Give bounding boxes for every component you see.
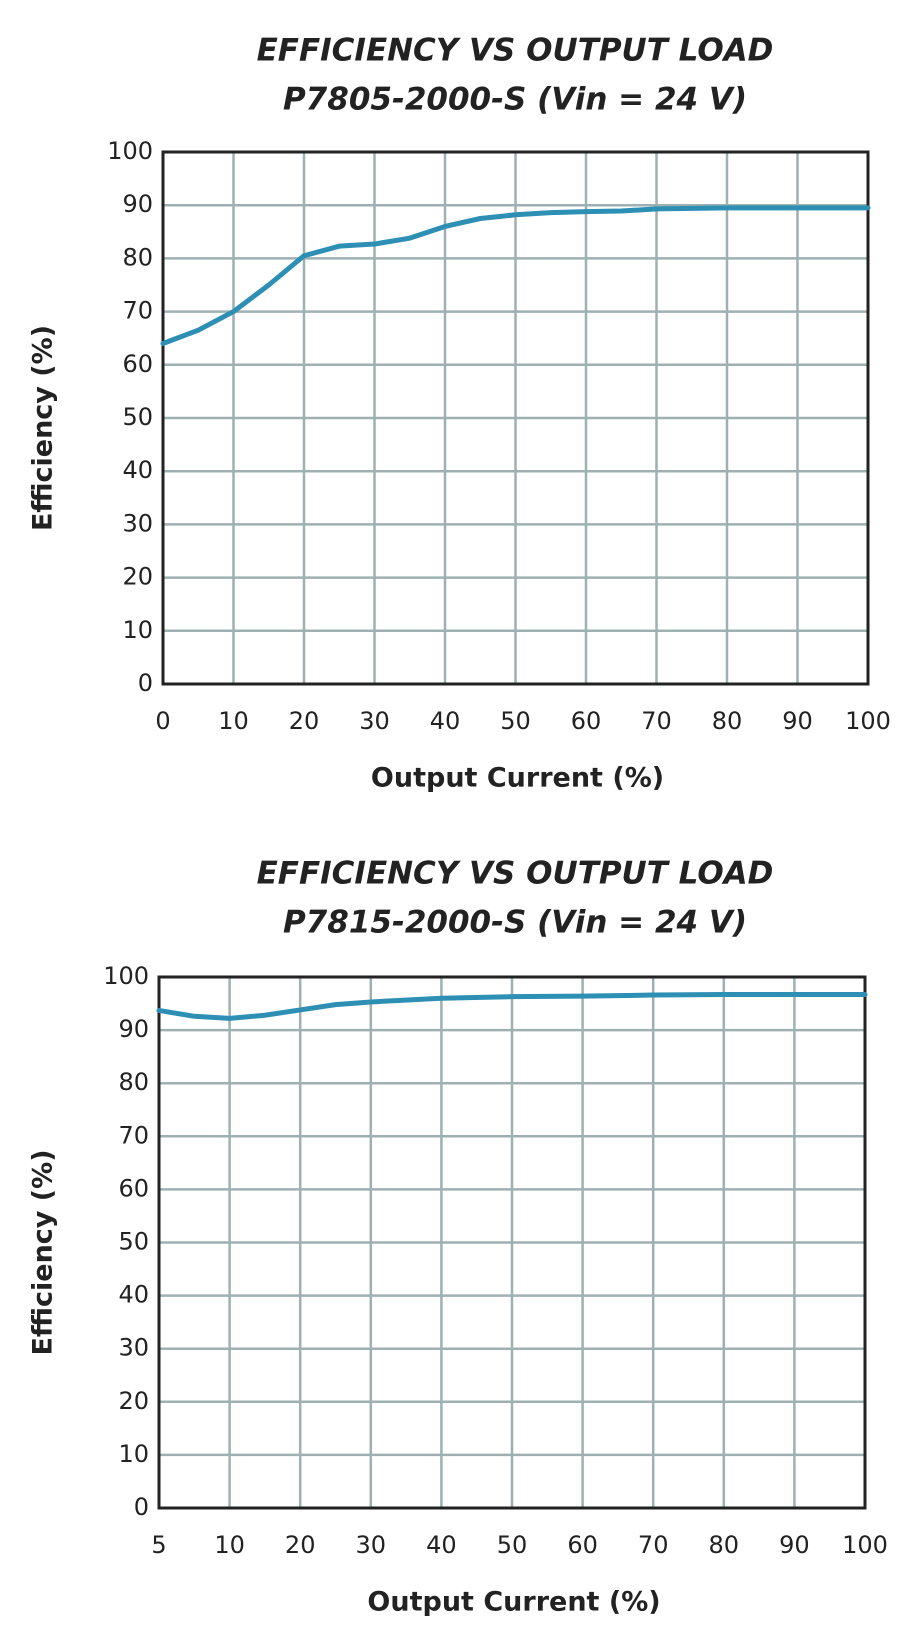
- chart-title: EFFICIENCY VS OUTPUT LOAD: [257, 33, 774, 69]
- x-tick-label: 90: [782, 707, 813, 735]
- x-tick-label: 50: [497, 1531, 528, 1559]
- y-tick-label: 30: [122, 509, 153, 537]
- x-tick-label: 60: [567, 1531, 598, 1559]
- x-tick-label: 70: [638, 1531, 669, 1559]
- x-tick-label: 100: [845, 707, 891, 735]
- x-tick-label: 0: [155, 707, 170, 735]
- y-tick-label: 80: [122, 243, 153, 271]
- chart-title: EFFICIENCY VS OUTPUT LOAD: [257, 856, 774, 892]
- x-tick-label: 100: [842, 1531, 888, 1559]
- y-tick-label: 0: [134, 1493, 149, 1521]
- x-tick-label: 90: [779, 1531, 810, 1559]
- plot-frame: [161, 150, 870, 686]
- x-tick-label: 20: [289, 707, 320, 735]
- y-tick-label: 50: [122, 403, 153, 431]
- y-tick-label: 60: [118, 1174, 149, 1202]
- y-tick-label: 40: [118, 1281, 149, 1309]
- x-tick-label: 40: [426, 1531, 457, 1559]
- plot-frame: [157, 975, 867, 1510]
- x-tick-label: 30: [359, 707, 390, 735]
- x-tick-label: 50: [500, 707, 531, 735]
- y-tick-label: 70: [122, 297, 153, 325]
- x-tick-label: 80: [709, 1531, 740, 1559]
- chart-subtitle: P7805-2000-S (Vin = 24 V): [283, 82, 747, 118]
- y-tick-label: 10: [122, 616, 153, 644]
- y-tick-label: 70: [118, 1121, 149, 1149]
- y-tick-label: 50: [118, 1228, 149, 1256]
- y-tick-label: 30: [118, 1334, 149, 1362]
- data-line: [156, 992, 868, 1021]
- y-tick-label: 20: [118, 1387, 149, 1415]
- x-tick-label: 70: [641, 707, 672, 735]
- y-tick-label: 90: [118, 1015, 149, 1043]
- y-tick-label: 60: [122, 350, 153, 378]
- x-axis-label: Output Current (%): [367, 1587, 660, 1618]
- x-tick-label: 10: [218, 707, 249, 735]
- y-axis-label: Efficiency (%): [28, 325, 59, 531]
- y-tick-label: 90: [122, 190, 153, 218]
- y-axis-label: Efficiency (%): [28, 1149, 59, 1355]
- x-tick-label: 80: [712, 707, 743, 735]
- x-tick-label: 40: [430, 707, 461, 735]
- x-tick-label: 5: [151, 1531, 166, 1559]
- x-tick-label: 60: [571, 707, 602, 735]
- y-tick-label: 20: [122, 563, 153, 591]
- y-tick-label: 0: [138, 669, 153, 697]
- y-tick-label: 80: [118, 1068, 149, 1096]
- x-axis-label: Output Current (%): [371, 763, 664, 794]
- y-tick-label: 40: [122, 456, 153, 484]
- y-tick-label: 100: [103, 962, 149, 990]
- x-tick-label: 30: [356, 1531, 387, 1559]
- y-tick-label: 100: [107, 137, 153, 165]
- chart-subtitle: P7815-2000-S (Vin = 24 V): [283, 905, 747, 941]
- x-tick-label: 10: [214, 1531, 245, 1559]
- data-line: [160, 205, 871, 347]
- x-tick-label: 20: [285, 1531, 316, 1559]
- y-tick-label: 10: [118, 1440, 149, 1468]
